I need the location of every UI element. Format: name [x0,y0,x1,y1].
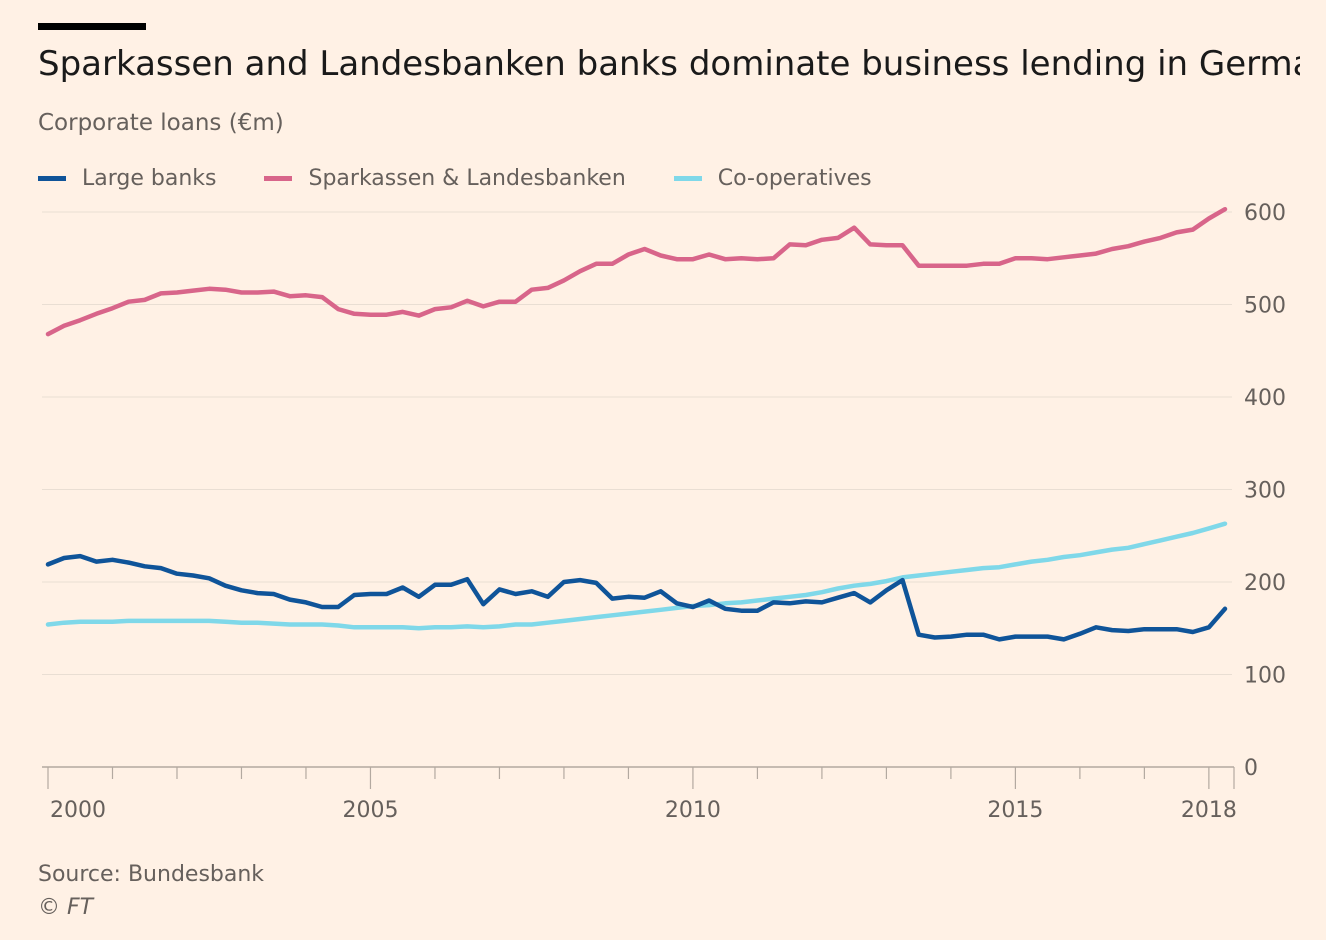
legend-label-coops: Co-operatives [717,166,872,191]
x-tick-label-2010: 2010 [665,798,721,823]
x-tick-label-2000: 2000 [50,798,106,823]
y-tick-label-100: 100 [1244,664,1286,689]
y-tick-label-0: 0 [1244,756,1258,781]
y-tick-label-500: 500 [1244,294,1286,319]
x-tick-label-2015: 2015 [987,798,1043,823]
y-tick-label-300: 300 [1244,479,1286,504]
source-note: Source: Bundesbank [38,862,265,887]
y-tick-label-400: 400 [1244,386,1286,411]
chart-subtitle: Corporate loans (€m) [38,110,284,136]
chart-title: Sparkassen and Landesbanken banks domina… [38,44,1300,84]
y-tick-label-600: 600 [1244,201,1286,226]
legend-item-sparkassen: Sparkassen & Landesbanken [264,166,626,191]
legend-swatch-large-banks [38,176,66,181]
copyright-note: © FT [38,895,94,920]
series-line-coops [45,521,1228,631]
legend-label-sparkassen: Sparkassen & Landesbanken [308,166,626,191]
legend-item-large-banks: Large banks [38,166,216,191]
y-tick-label-200: 200 [1244,571,1286,596]
legend-item-coops: Co-operatives [673,166,872,191]
chart-legend: Large banks Sparkassen & Landesbanken Co… [38,166,920,191]
series-line-large-banks [45,553,1228,642]
x-tick-label-2018: 2018 [1181,798,1237,823]
legend-swatch-coops [673,176,702,181]
x-tick-label-2005: 2005 [342,798,398,823]
series-line-sparkassen [45,206,1228,337]
legend-swatch-sparkassen [264,176,293,181]
legend-label-large-banks: Large banks [82,166,217,191]
title-accent-bar [38,23,146,30]
